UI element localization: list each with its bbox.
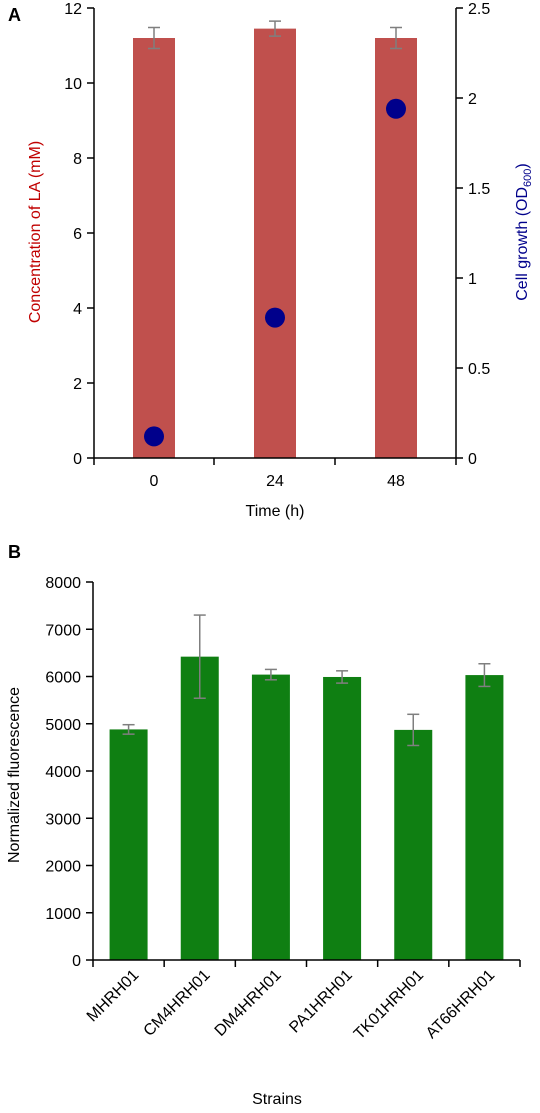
panel-a-left-y-tick-label: 4 [73, 301, 82, 318]
panel-a-left-y-tick-label: 6 [73, 226, 82, 243]
panel-a-bar-24 [254, 28, 296, 458]
panel-b-bar-PA1HRH01 [323, 676, 362, 960]
panel-a-points [144, 98, 406, 447]
panel-b-bar-AT66HRH01 [465, 675, 504, 960]
panel-a-right-y-label-main: Cell growth (OD [514, 187, 531, 301]
panel-a-bar-0 [133, 38, 175, 458]
panel-b-x-tick-label: PA1HRH01 [286, 967, 356, 1037]
panel-a-bars [133, 28, 417, 458]
panel-a-left-y-axis-label: Concentration of LA (mM) [27, 141, 44, 323]
panel-a-right-y-tick-label: 1.5 [468, 181, 490, 198]
panel-b-y-tick-label: 7000 [45, 622, 81, 639]
panel-b-error-bar-TK01HRH01 [407, 713, 420, 747]
panel-a-point-48 [386, 98, 406, 119]
panel-a-right-y-tick-label: 2.5 [468, 1, 490, 18]
panel-b-label: B [8, 542, 21, 562]
panel-a-right-y-tick-label: 1 [468, 271, 477, 288]
panel-a-right-y-axis-label: Cell growth (OD600) [514, 163, 534, 301]
panel-a-error-bar-0 [148, 26, 160, 50]
panel-b-x-axis-label: Strains [252, 1091, 302, 1108]
panel-a-point-0 [144, 426, 164, 447]
panel-a-x-axis-label: Time (h) [246, 503, 305, 520]
panel-b-axes [86, 581, 521, 967]
panel-a-error-bars [148, 20, 402, 50]
panel-b-error-bars [122, 614, 491, 747]
panel-b-y-axis-label: Normalized fluorescence [6, 687, 23, 863]
panel-a-x-tick-label: 48 [387, 473, 405, 490]
panel-a-left-y-tick-label: 12 [64, 1, 82, 18]
panel-b-bars [109, 656, 504, 960]
panel-a-left-y-tick-label: 2 [73, 376, 82, 393]
panel-a-right-y-label-close: ) [514, 163, 531, 168]
panel-b-x-tick-label: DM4HRH01 [212, 967, 285, 1040]
panel-b-x-tick-label: MHRH01 [84, 967, 143, 1026]
panel-b-error-bar-MHRH01 [122, 723, 135, 735]
panel-b-y-tick-label: 3000 [45, 811, 81, 828]
panel-a-x-tick-label: 24 [266, 473, 284, 490]
panel-b-y-tick-label: 1000 [45, 906, 81, 923]
panel-b-bar-MHRH01 [109, 729, 148, 960]
panel-a-error-bar-48 [390, 26, 402, 50]
panel-b-x-tick-label: CM4HRH01 [141, 967, 214, 1040]
panel-b-error-bar-DM4HRH01 [264, 668, 277, 681]
panel-b-y-tick-label: 5000 [45, 717, 81, 734]
panel-b-x-tick-label: TK01HRH01 [351, 967, 427, 1043]
panel-b-y-tick-label: 6000 [45, 670, 81, 687]
panel-a-left-y-tick-label: 0 [73, 451, 82, 468]
panel-b-bar-CM4HRH01 [180, 656, 219, 960]
panel-b-bar-TK01HRH01 [394, 729, 433, 960]
panel-b-bar-DM4HRH01 [251, 674, 290, 960]
panel-b-error-bar-PA1HRH01 [336, 670, 349, 684]
panel-b-x-tick-label: AT66HRH01 [423, 967, 498, 1042]
panel-b-error-bar-AT66HRH01 [478, 662, 491, 688]
panel-b-y-tick-label: 2000 [45, 859, 81, 876]
panel-a-x-tick-label: 0 [150, 473, 159, 490]
panel-a-right-y-tick-label: 0.5 [468, 361, 490, 378]
panel-a-left-y-tick-label: 10 [64, 76, 82, 93]
panel-b-error-bar-CM4HRH01 [193, 614, 206, 699]
panel-a-axes [87, 7, 463, 465]
panel-b-y-tick-label: 0 [72, 953, 81, 970]
panel-a-point-24 [265, 307, 285, 328]
panel-a-right-y-tick-label: 0 [468, 451, 477, 468]
panel-a-right-y-tick-label: 2 [468, 91, 477, 108]
panel-b-y-tick-label: 8000 [45, 575, 81, 592]
panel-a-error-bar-24 [269, 20, 281, 37]
panel-a-label: A [8, 5, 21, 25]
panel-b-y-tick-label: 4000 [45, 764, 81, 781]
panel-a-right-y-label-subscript: 600 [522, 169, 534, 187]
panel-a-left-y-tick-label: 8 [73, 151, 82, 168]
